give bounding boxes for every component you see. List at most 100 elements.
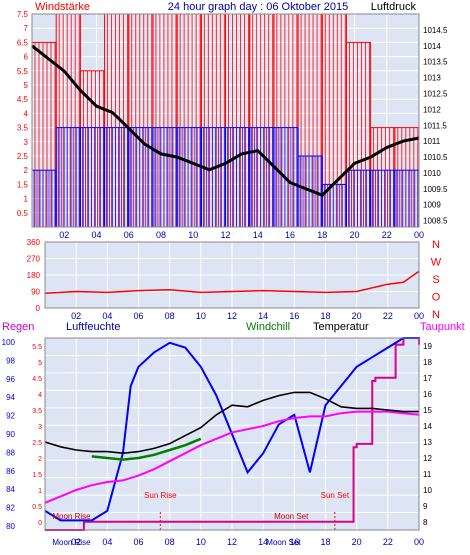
hour-tick-label: 16	[289, 311, 299, 321]
compass-label: W	[431, 257, 442, 269]
wind-tick-label: 5.5	[17, 67, 29, 76]
temperature-tick-label: 15	[423, 406, 432, 415]
wind-tick-label: 0.5	[17, 209, 29, 218]
hour-tick-label: 16	[285, 230, 295, 240]
hour-tick-label: 14	[258, 537, 268, 547]
hour-tick-label: 00	[414, 311, 424, 321]
humidity-tick-label: 98	[6, 356, 15, 365]
hour-tick-label: 12	[220, 230, 230, 240]
rain-tick-label: 5	[38, 360, 42, 367]
rain-tick-label: 4	[38, 392, 42, 399]
windchill-line	[91, 437, 202, 461]
moon-rise-label: Moon Rise	[52, 512, 91, 521]
temperature-tick-label: 13	[423, 438, 432, 447]
hour-tick-label: 06	[133, 537, 143, 547]
hour-tick-label: 02	[71, 311, 81, 321]
wind-tick-label: 6.5	[17, 38, 29, 47]
humidity-tick-label: 84	[6, 485, 15, 494]
pressure-tick-label: 1013.5	[423, 58, 448, 67]
pressure-tick-label: 1009.5	[423, 185, 448, 194]
rain-line	[45, 337, 420, 531]
rain-tick-label: 1.5	[32, 472, 42, 479]
temperature-tick-label: 8	[423, 518, 428, 527]
hour-tick-label: 22	[382, 230, 392, 240]
hour-tick-label: 00	[414, 537, 424, 547]
chart-title: 24 hour graph day : 06 Oktober 2015	[168, 1, 348, 13]
hour-tick-label: 20	[352, 537, 362, 547]
pressure-axis-title: Luftdruck	[371, 1, 417, 13]
wind-tick-label: 4	[24, 109, 29, 118]
wind-direction-line	[44, 270, 420, 295]
direction-tick-label: 90	[31, 288, 40, 297]
legend-humidity: Luftfeuchte	[66, 321, 120, 333]
hour-tick-label: 02	[71, 537, 81, 547]
legend-windchill: Windchill	[246, 321, 290, 333]
moon-rise-axis-label: Moon Rise	[52, 538, 91, 547]
direction-tick-label: 180	[27, 271, 41, 280]
pressure-tick-label: 1010	[423, 169, 441, 178]
temperature-tick-label: 9	[423, 502, 428, 511]
rain-tick-label: 0.5	[32, 504, 42, 511]
pressure-tick-label: 1010.5	[423, 153, 448, 162]
pressure-tick-label: 1012.5	[423, 89, 448, 98]
pressure-line	[31, 44, 420, 197]
hour-tick-label: 06	[133, 311, 143, 321]
wind-tick-label: 6	[24, 53, 29, 62]
pressure-tick-label: 1014	[423, 42, 441, 51]
hour-tick-label: 00	[414, 230, 424, 240]
wind-pressure-panel	[31, 13, 420, 228]
temperature-tick-label: 17	[423, 374, 432, 383]
wind-tick-label: 3	[24, 138, 29, 147]
rain-tick-label: 3	[38, 424, 42, 431]
humidity-tick-label: 82	[6, 504, 15, 513]
hour-tick-label: 12	[227, 311, 237, 321]
legend-temperature: Temperatur	[313, 321, 369, 333]
hour-tick-label: 04	[91, 230, 101, 240]
wind-tick-label: 4.5	[17, 95, 29, 104]
hour-tick-label: 20	[352, 311, 362, 321]
humidity-tick-label: 94	[6, 393, 15, 402]
humidity-tick-label: 88	[6, 448, 15, 457]
hour-tick-label: 10	[188, 230, 198, 240]
compass-label: N	[432, 239, 440, 251]
humidity-tick-label: 90	[6, 430, 15, 439]
wind-tick-label: 7	[24, 24, 29, 33]
hour-tick-label: 20	[349, 230, 359, 240]
rain-tick-label: 2.5	[32, 440, 42, 447]
climate-panel	[44, 337, 420, 531]
direction-tick-label: 360	[27, 238, 41, 247]
hour-tick-label: 04	[102, 311, 112, 321]
compass-label: O	[432, 292, 441, 304]
legend-rain: Regen	[2, 321, 34, 333]
hour-tick-label: 06	[124, 230, 134, 240]
moon-set-label: Moon Set	[274, 512, 309, 521]
rain-tick-label: 3.5	[32, 408, 42, 415]
pressure-tick-label: 1013	[423, 74, 441, 83]
compass-label: S	[432, 274, 439, 286]
humidity-tick-label: 100	[2, 338, 16, 347]
sun-set-label: Sun Set	[321, 491, 350, 500]
temperature-tick-label: 11	[423, 470, 432, 479]
temperature-tick-label: 14	[423, 422, 432, 431]
pressure-tick-label: 1011	[423, 137, 441, 146]
humidity-tick-label: 96	[6, 375, 15, 384]
rain-tick-label: 2	[38, 456, 42, 463]
temperature-tick-label: 19	[423, 342, 432, 351]
moon-set-axis-label: Moon Set	[266, 538, 301, 547]
temperature-tick-label: 12	[423, 454, 432, 463]
wind-direction-panel	[44, 241, 420, 309]
humidity-tick-label: 92	[6, 412, 15, 421]
temperature-line	[44, 391, 419, 455]
temperature-tick-label: 16	[423, 390, 432, 399]
hour-tick-label: 12	[227, 537, 237, 547]
rain-tick-label: 4.5	[32, 376, 42, 383]
wind-tick-label: 1	[24, 195, 29, 204]
hour-tick-label: 22	[383, 311, 393, 321]
hour-tick-label: 08	[156, 230, 166, 240]
hour-tick-label: 18	[320, 311, 330, 321]
hour-tick-label: 16	[289, 537, 299, 547]
pressure-tick-label: 1011.5	[423, 121, 447, 130]
hour-tick-label: 14	[253, 230, 263, 240]
